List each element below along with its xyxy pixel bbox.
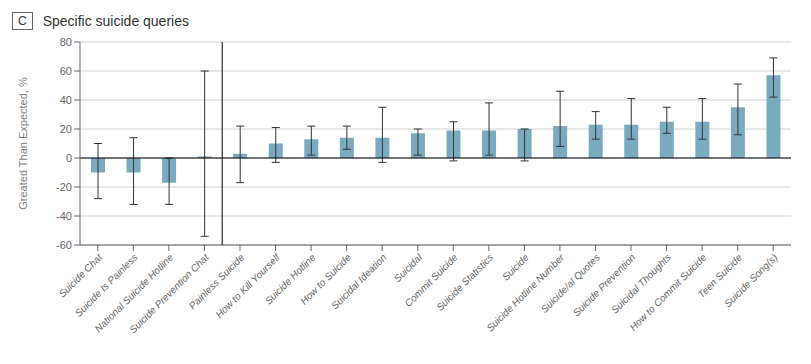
svg-text:60: 60 bbox=[60, 65, 72, 77]
svg-text:Suicidal Ideation: Suicidal Ideation bbox=[329, 251, 389, 311]
svg-text:Suicide Hotline: Suicide Hotline bbox=[262, 251, 318, 307]
svg-text:Greated Than Expected, %: Greated Than Expected, % bbox=[17, 77, 29, 210]
svg-text:How to Commit Suicide: How to Commit Suicide bbox=[627, 251, 709, 333]
svg-text:Teen Suicide: Teen Suicide bbox=[695, 251, 745, 301]
svg-text:Suicide Prevention: Suicide Prevention bbox=[571, 251, 638, 318]
svg-text:-60: -60 bbox=[56, 239, 72, 251]
svg-text:National Suicide Hotline: National Suicide Hotline bbox=[92, 251, 176, 335]
svg-text:Suicide/al Quotes: Suicide/al Quotes bbox=[539, 252, 602, 315]
svg-text:Suicide Is Painless: Suicide Is Painless bbox=[73, 252, 140, 319]
svg-text:20: 20 bbox=[60, 123, 72, 135]
html-text:Specific suicide queries: Specific suicide queries bbox=[42, 13, 189, 29]
svg-text:Suicidal Thoughts: Suicidal Thoughts bbox=[609, 252, 673, 316]
svg-text:Suicide: Suicide bbox=[500, 251, 531, 282]
svg-text:How to Suicide: How to Suicide bbox=[298, 251, 354, 307]
svg-text:Commit Suicide: Commit Suicide bbox=[402, 251, 460, 309]
svg-text:0: 0 bbox=[66, 152, 72, 164]
svg-text:40: 40 bbox=[60, 94, 72, 106]
svg-text:-20: -20 bbox=[56, 181, 72, 193]
svg-text:-40: -40 bbox=[56, 210, 72, 222]
svg-text:Suicidal: Suicidal bbox=[392, 251, 425, 284]
svg-text:Suicide Statistics: Suicide Statistics bbox=[434, 252, 495, 313]
svg-text:Suicide Hotline Number: Suicide Hotline Number bbox=[484, 251, 567, 334]
html-text:C: C bbox=[18, 14, 27, 28]
svg-text:Painless Suicide: Painless Suicide bbox=[186, 251, 247, 312]
svg-text:Suicide Prevention Chat: Suicide Prevention Chat bbox=[127, 251, 211, 336]
svg-text:Suicide Song(s): Suicide Song(s) bbox=[722, 252, 780, 310]
svg-text:Suicide Chat: Suicide Chat bbox=[56, 251, 105, 300]
svg-text:80: 80 bbox=[60, 36, 72, 48]
svg-text:How to Kill Yourself: How to Kill Yourself bbox=[213, 251, 282, 320]
